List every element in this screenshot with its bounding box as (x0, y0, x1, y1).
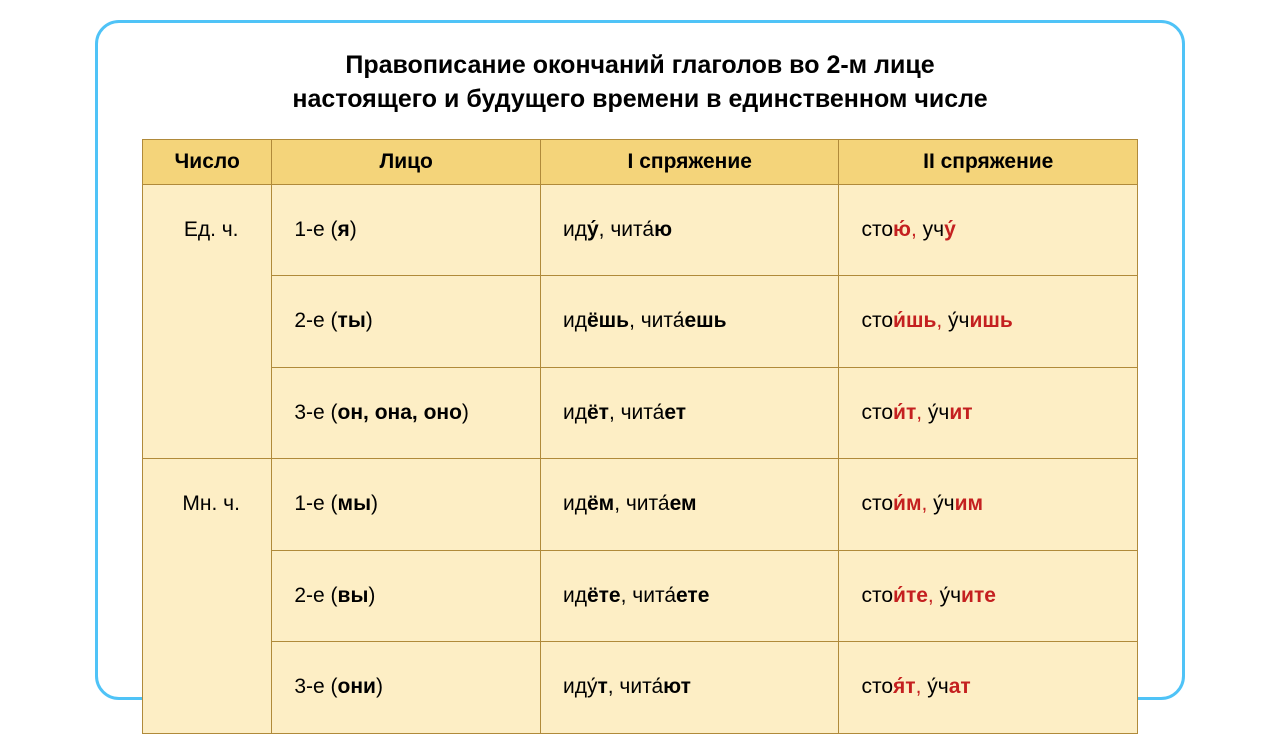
cell-conj-1: иду́, чита́ю (540, 184, 839, 276)
cell-person: 2-е (вы) (272, 550, 541, 642)
table-body: Ед. ч.1-е (я)иду́, чита́юстою́, учу́2-е … (143, 184, 1138, 734)
table-row: 2-е (ты)идёшь, чита́ешьстои́шь, у́чишь (143, 276, 1138, 368)
cell-person: 1-е (я) (272, 184, 541, 276)
page-title: Правописание окончаний глаголов во 2-м л… (142, 49, 1138, 117)
cell-conj-2: стои́шь, у́чишь (839, 276, 1138, 368)
title-line-2: настоящего и будущего времени в единстве… (292, 85, 987, 113)
table-header-row: Число Лицо I спряжение II спряжение (143, 139, 1138, 184)
cell-conj-1: идёшь, чита́ешь (540, 276, 839, 368)
cell-number: Ед. ч. (143, 184, 272, 459)
cell-person: 3-е (он, она, оно) (272, 367, 541, 459)
cell-conj-1: идёте, чита́ете (540, 550, 839, 642)
table-row: 2-е (вы)идёте, чита́етестои́те, у́чите (143, 550, 1138, 642)
conjugation-table: Число Лицо I спряжение II спряжение Ед. … (142, 139, 1138, 734)
cell-conj-1: идём, чита́ем (540, 459, 839, 551)
cell-person: 1-е (мы) (272, 459, 541, 551)
col-conj-2: II спряжение (839, 139, 1138, 184)
col-person: Лицо (272, 139, 541, 184)
card: Правописание окончаний глаголов во 2-м л… (95, 20, 1185, 700)
cell-conj-2: стою́, учу́ (839, 184, 1138, 276)
cell-conj-2: стои́м, у́чим (839, 459, 1138, 551)
cell-conj-1: идёт, чита́ет (540, 367, 839, 459)
table-row: 3-е (он, она, оно)идёт, чита́етстои́т, у… (143, 367, 1138, 459)
col-conj-1: I спряжение (540, 139, 839, 184)
cell-conj-2: стои́т, у́чит (839, 367, 1138, 459)
table-row: Мн. ч.1-е (мы)идём, чита́емстои́м, у́чим (143, 459, 1138, 551)
cell-person: 2-е (ты) (272, 276, 541, 368)
cell-number: Мн. ч. (143, 459, 272, 734)
col-number: Число (143, 139, 272, 184)
cell-conj-2: стои́те, у́чите (839, 550, 1138, 642)
title-line-1: Правописание окончаний глаголов во 2-м л… (345, 51, 934, 79)
table-row: Ед. ч.1-е (я)иду́, чита́юстою́, учу́ (143, 184, 1138, 276)
